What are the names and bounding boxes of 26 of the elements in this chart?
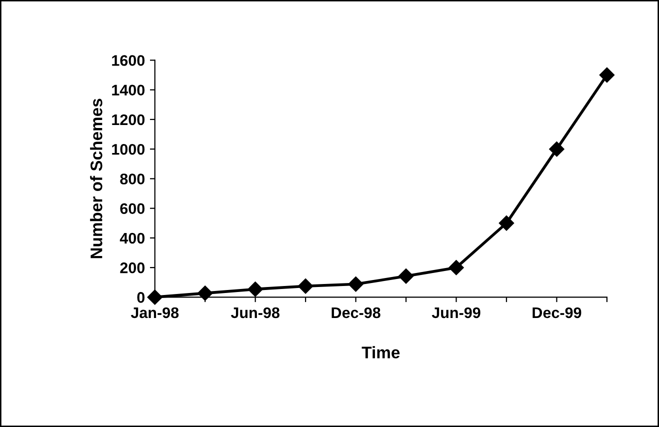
point [298,278,314,294]
point [549,142,564,157]
point [248,282,263,297]
point [498,216,514,231]
y-tick-label: 1200 [112,114,145,126]
x-tick-label: Jun-99 [432,307,480,318]
x-axis-title: Time [362,346,400,358]
x-tick-label: Dec-98 [332,307,380,318]
y-tick-label: 1000 [112,144,145,155]
point [348,276,364,292]
x-tick-label: Jun-98 [230,307,280,318]
y-axis-title: Number of Schemes [90,98,102,258]
y-tick-label: 0 [137,292,145,303]
x-tick-label: Dec-99 [532,307,582,318]
point [599,67,615,83]
point [448,260,464,276]
point [398,268,414,284]
y-tick-label: 200 [120,262,145,274]
y-tick-label: 1600 [112,55,145,66]
y-tick-label: 800 [120,174,145,184]
y-tick-label: 1400 [112,84,145,96]
point [198,286,213,301]
x-tick-label: Jan-98 [130,307,179,318]
y-tick-label: 400 [120,232,145,244]
y-tick-label: 600 [120,203,145,214]
point [147,290,162,305]
